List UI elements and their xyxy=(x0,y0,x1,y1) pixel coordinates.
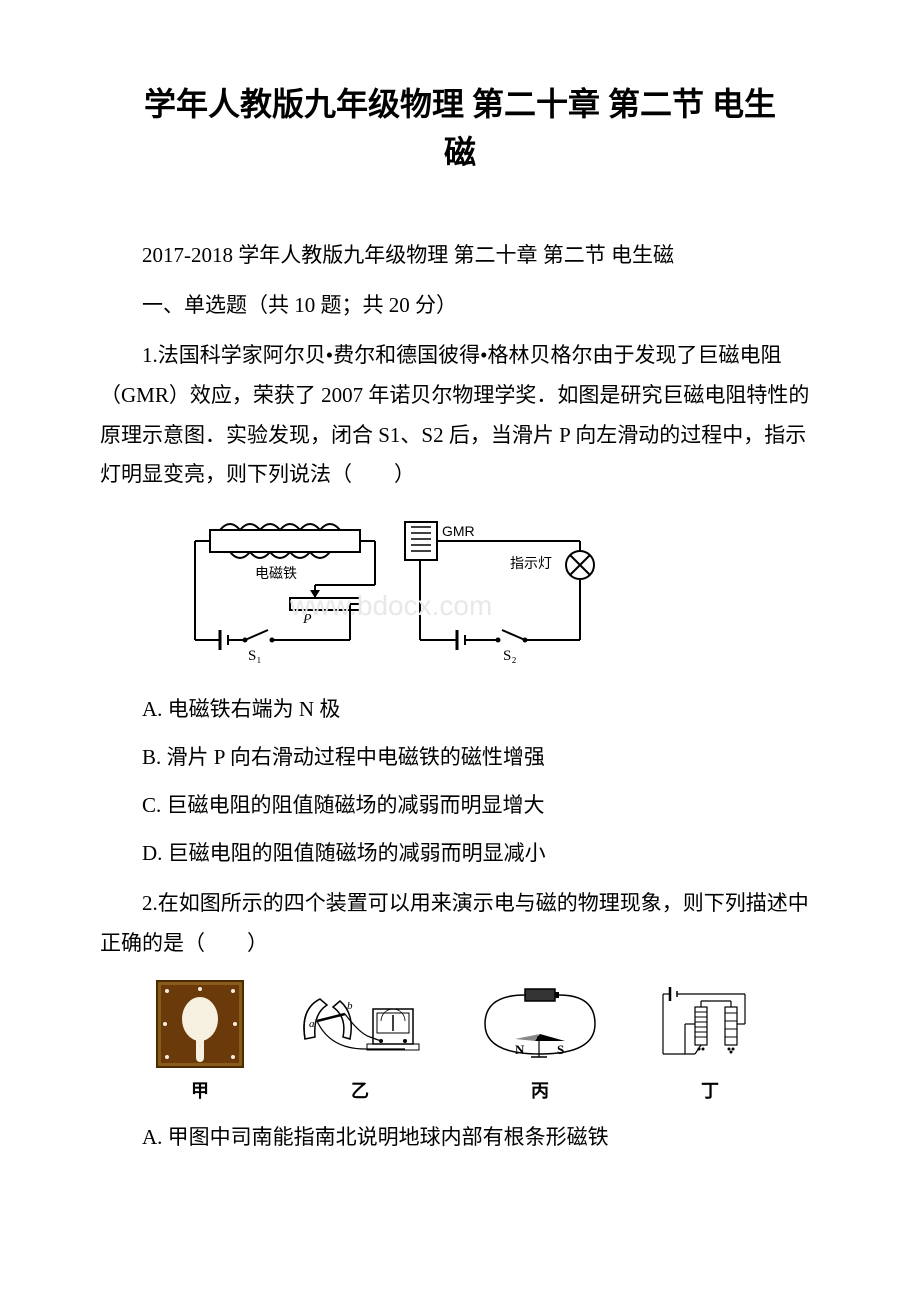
question-1-option-c: C. 巨磁电阻的阻值随磁场的减弱而明显增大 xyxy=(100,786,820,826)
subfigure-jia: 甲 xyxy=(155,979,245,1103)
intro-text: 2017-2018 学年人教版九年级物理 第二十章 第二节 电生磁 xyxy=(100,236,820,276)
subfigure-bing: N S 丙 xyxy=(475,979,605,1103)
title-line-1: 学年人教版九年级物理 第二十章 第二节 电生 xyxy=(100,80,820,128)
question-2-option-a: A. 甲图中司南能指南北说明地球内部有根条形磁铁 xyxy=(100,1118,820,1158)
switch-s2-label: S₂ xyxy=(503,648,517,664)
subfigure-jia-label: 甲 xyxy=(191,1077,209,1103)
switch-s1-label: S₁ xyxy=(248,648,262,664)
subfigure-ding: 丁 xyxy=(655,979,765,1103)
svg-text:a: a xyxy=(309,1018,315,1030)
subfigure-yi-label: 乙 xyxy=(351,1077,369,1103)
question-2-stem: 2.在如图所示的四个装置可以用来演示电与磁的物理现象，则下列描述中正确的是（ ） xyxy=(100,884,820,964)
gmr-label: GMR xyxy=(442,523,475,539)
question-1-option-b: B. 滑片 P 向右滑动过程中电磁铁的磁性增强 xyxy=(100,738,820,778)
question-1-stem: 1.法国科学家阿尔贝•费尔和德国彼得•格林贝格尔由于发现了巨磁电阻（GMR）效应… xyxy=(100,336,820,496)
document-page: 学年人教版九年级物理 第二十章 第二节 电生 磁 2017-2018 学年人教版… xyxy=(0,0,920,1206)
circuit-diagram-svg: 电磁铁 S₁ P xyxy=(180,510,620,670)
svg-text:b: b xyxy=(347,1000,353,1012)
subfigure-yi: a b 乙 xyxy=(295,979,425,1103)
subfigure-bing-label: 丙 xyxy=(531,1077,549,1103)
section-heading: 一、单选题（共 10 题；共 20 分） xyxy=(100,286,820,326)
electromagnet-setup-icon xyxy=(655,979,765,1069)
compass-icon xyxy=(155,979,245,1069)
svg-text:N: N xyxy=(515,1042,525,1057)
question-1-figure: 电磁铁 S₁ P xyxy=(180,510,820,675)
indicator-lamp-label: 指示灯 xyxy=(510,556,552,572)
electromagnet-label: 电磁铁 xyxy=(255,566,297,582)
svg-text:S: S xyxy=(557,1042,564,1057)
subfigure-ding-label: 丁 xyxy=(701,1077,719,1103)
page-title: 学年人教版九年级物理 第二十章 第二节 电生 磁 xyxy=(100,80,820,176)
question-1-option-d: D. 巨磁电阻的阻值随磁场的减弱而明显减小 xyxy=(100,834,820,874)
oersted-setup-icon: N S xyxy=(475,979,605,1069)
question-1-option-a: A. 电磁铁右端为 N 极 xyxy=(100,690,820,730)
question-2-figures: 甲 a b xyxy=(130,979,790,1103)
title-line-2: 磁 xyxy=(100,128,820,176)
generator-setup-icon: a b xyxy=(295,979,425,1069)
watermark-text: www.bdocx.com xyxy=(289,590,492,621)
